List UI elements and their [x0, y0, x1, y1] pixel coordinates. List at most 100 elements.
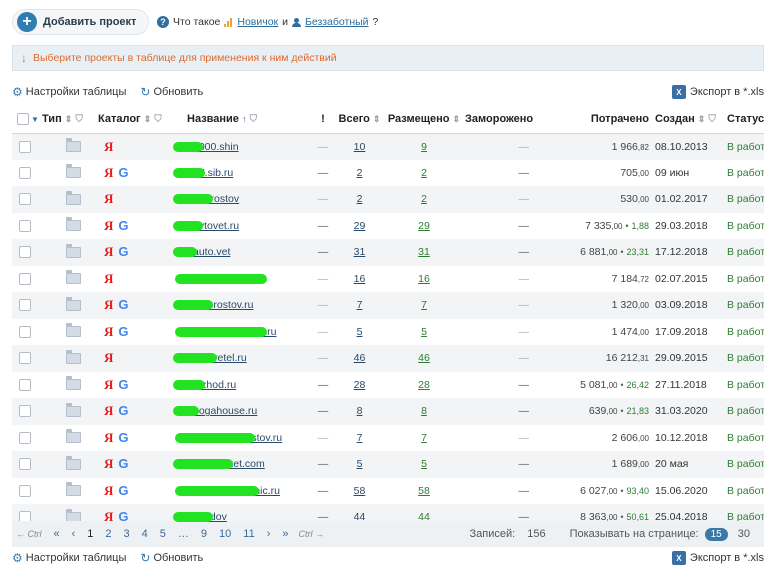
next-page-button[interactable]: › [266, 528, 271, 540]
export-xls-button[interactable]: X Экспорт в *.xls [671, 85, 764, 99]
table-settings-button[interactable]: ⚙ Настройки таблицы [12, 85, 126, 99]
filter-icon[interactable]: ⛉ [708, 114, 716, 126]
table-row[interactable]: ЯGbellatrisa-dress.ru—55—1 474,0017.09.2… [12, 319, 764, 346]
row-checkbox[interactable] [19, 431, 31, 444]
per-page-30[interactable]: 30 [737, 528, 750, 540]
per-page-15[interactable]: 15 [704, 527, 728, 541]
refresh-button[interactable]: ↻ Обновить [140, 85, 203, 99]
row-select-cell[interactable] [12, 345, 42, 372]
row-checkbox[interactable] [19, 405, 31, 418]
placed-link[interactable]: 29 [418, 219, 430, 232]
col-created[interactable]: Создан ⇕ ⛉ [655, 106, 727, 134]
add-project-button[interactable]: + Добавить проект [12, 9, 150, 35]
project-name-link[interactable]: avtovet.ru [193, 219, 240, 232]
project-name-link[interactable]: 1000.shin [193, 140, 239, 153]
row-select-cell[interactable] [12, 186, 42, 213]
col-excl[interactable]: ! [310, 106, 336, 134]
row-select-cell[interactable] [12, 239, 42, 266]
table-row[interactable]: ЯGbonyhomerostov.ru—77—2 606,0010.12.201… [12, 425, 764, 452]
caret-down-icon[interactable]: ▼ [31, 115, 39, 125]
total-link[interactable]: 8 [356, 405, 363, 418]
col-status[interactable]: Статус [727, 106, 764, 134]
total-link[interactable]: 7 [356, 299, 363, 312]
sort-icon[interactable]: ⇕ [372, 114, 381, 125]
filter-icon[interactable]: ⛉ [75, 114, 83, 126]
total-link[interactable]: 44 [353, 511, 366, 524]
row-checkbox[interactable] [19, 246, 31, 259]
row-checkbox[interactable] [19, 352, 31, 365]
prev-page-button[interactable]: ‹ [71, 528, 76, 540]
first-page-button[interactable]: « [53, 528, 60, 540]
placed-link[interactable]: 58 [418, 484, 430, 497]
placed-link[interactable]: 7 [421, 299, 427, 312]
table-row[interactable]: ЯGcardiology-clinic.ru — 58 58 — 6 027,00 • 9… [12, 478, 764, 505]
total-link[interactable]: 2 [356, 193, 363, 206]
sort-asc-icon[interactable]: ↑ [242, 114, 247, 125]
export-xls-button[interactable]: X Экспорт в *.xls [671, 551, 764, 565]
select-all-header[interactable]: ▼ [12, 106, 42, 134]
row-select-cell[interactable] [12, 372, 42, 399]
project-name-link[interactable]: auto.vet [193, 246, 231, 259]
total-link[interactable]: 2 [356, 166, 363, 179]
sort-icon[interactable]: ⇕ [452, 114, 461, 125]
page-4[interactable]: 4 [141, 528, 148, 540]
total-link[interactable]: 31 [353, 246, 366, 259]
row-select-cell[interactable] [12, 451, 42, 478]
sort-icon[interactable]: ⇕ [697, 114, 706, 125]
placed-link[interactable]: 2 [421, 193, 427, 206]
total-link[interactable]: 28 [353, 378, 366, 391]
col-spent[interactable]: Потрачено [537, 106, 655, 134]
row-select-cell[interactable] [12, 292, 42, 319]
total-link[interactable]: 46 [353, 352, 366, 365]
placed-link[interactable]: 8 [421, 405, 427, 418]
row-select-cell[interactable] [12, 478, 42, 505]
row-checkbox[interactable] [19, 378, 31, 391]
placed-link[interactable]: 5 [421, 325, 427, 338]
page-2[interactable]: 2 [105, 528, 112, 540]
placed-link[interactable]: 5 [421, 458, 427, 471]
row-select-cell[interactable] [12, 319, 42, 346]
placed-link[interactable]: 44 [418, 511, 430, 524]
row-checkbox[interactable] [19, 193, 31, 206]
row-select-cell[interactable] [12, 133, 42, 160]
col-catalog[interactable]: Каталог ⇕ ⛉ [98, 106, 173, 134]
total-link[interactable]: 58 [353, 484, 366, 497]
page-1[interactable]: 1 [87, 528, 94, 540]
row-checkbox[interactable] [19, 166, 31, 179]
table-settings-button[interactable]: ⚙ Настройки таблицы [12, 551, 126, 565]
total-link[interactable]: 16 [353, 272, 366, 285]
row-select-cell[interactable] [12, 425, 42, 452]
placed-link[interactable]: 31 [418, 246, 430, 259]
novice-link[interactable]: Новичок [237, 16, 279, 28]
row-checkbox[interactable] [19, 272, 31, 285]
sort-icon[interactable]: ⇕ [64, 114, 73, 125]
page-9[interactable]: 9 [200, 528, 208, 540]
total-link[interactable]: 10 [353, 140, 366, 153]
row-checkbox[interactable] [19, 140, 31, 153]
page-11[interactable]: 11 [243, 528, 255, 540]
project-name-link[interactable]: bogahouse.ru [193, 405, 258, 418]
select-all-checkbox[interactable] [17, 113, 29, 126]
col-name[interactable]: Название ↑ ⛉ [173, 106, 310, 134]
page-5[interactable]: 5 [159, 528, 166, 540]
placed-link[interactable]: 2 [421, 166, 427, 179]
placed-link[interactable]: 7 [421, 431, 427, 444]
row-checkbox[interactable] [19, 325, 31, 338]
row-select-cell[interactable] [12, 398, 42, 425]
total-link[interactable]: 7 [356, 431, 363, 444]
row-select-cell[interactable] [12, 160, 42, 187]
carefree-link[interactable]: Беззаботный [305, 16, 369, 28]
col-total[interactable]: Всего ⇕ [336, 106, 383, 134]
row-select-cell[interactable] [12, 266, 42, 293]
